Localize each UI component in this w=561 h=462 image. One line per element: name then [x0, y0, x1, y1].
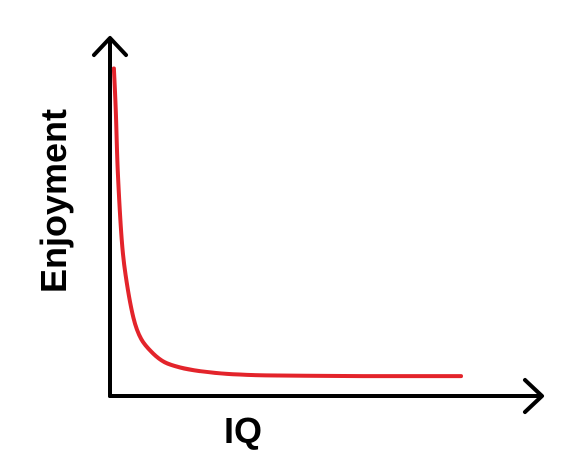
y-axis-label: Enjoyment: [33, 109, 74, 293]
y-axis-arrow-icon: [92, 36, 128, 57]
series-line-0: [111, 66, 463, 379]
series-layer: [111, 66, 463, 379]
x-axis-arrow-icon: [523, 378, 544, 414]
x-axis-label: IQ: [224, 410, 262, 451]
axes: [92, 36, 544, 414]
